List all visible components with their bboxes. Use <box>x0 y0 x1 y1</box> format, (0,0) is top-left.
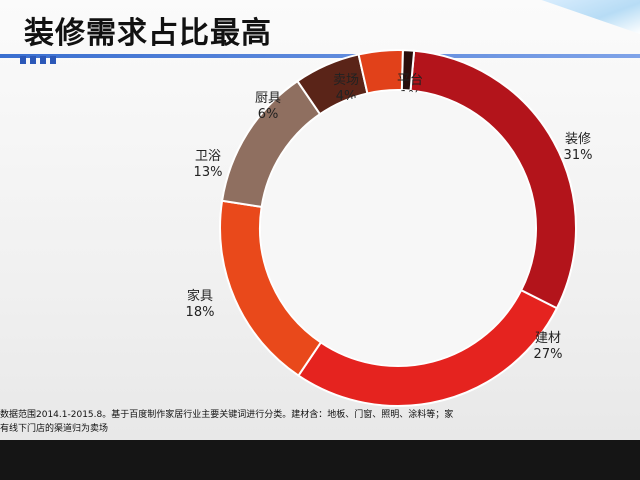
slice-label-3: 卫浴 <box>195 149 221 164</box>
footnote-line-2: 有线下门店的渠道归为卖场 <box>0 424 109 434</box>
title-rule <box>0 54 640 58</box>
slice-value-4: 6% <box>258 107 279 122</box>
slice-label-5: 卖场 <box>333 73 359 88</box>
footnote-line-1: 数据范围2014.1-2015.8。基于百度制作家居行业主要关键词进行分类。建材… <box>0 410 454 420</box>
footnote: 数据范围2014.1-2015.8。基于百度制作家居行业主要关键词进行分类。建材… <box>0 408 640 436</box>
slice-value-3: 13% <box>194 165 223 180</box>
donut-hole <box>261 91 535 365</box>
slice-value-2: 18% <box>186 305 215 320</box>
bottom-band <box>0 440 640 480</box>
slice-value-0: 31% <box>564 148 593 163</box>
slice-label-2: 家具 <box>187 288 213 304</box>
slice-label-0: 装修 <box>565 132 591 147</box>
slice-label-6: 平台 <box>397 73 423 88</box>
slice-value-1: 27% <box>534 347 563 362</box>
title-rule-dots <box>20 56 60 64</box>
slide-title: 装修需求占比最高 <box>24 16 272 51</box>
slice-label-4: 厨具 <box>255 91 281 106</box>
slice-label-1: 建材 <box>535 331 561 346</box>
donut-slice-6 <box>400 49 416 92</box>
